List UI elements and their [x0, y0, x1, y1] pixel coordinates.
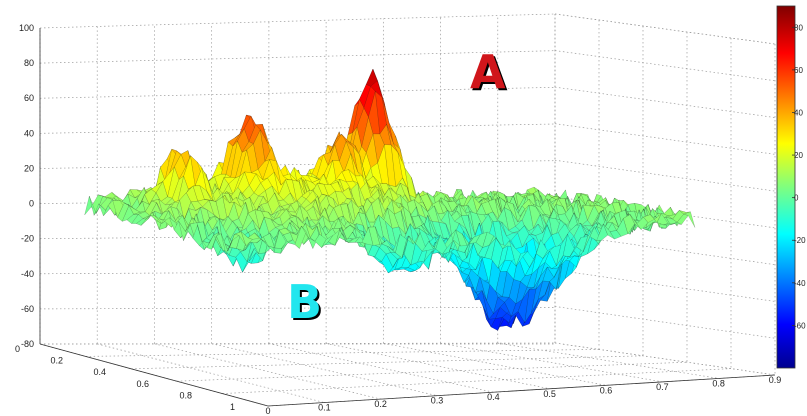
annotation-a: A: [470, 45, 506, 99]
z-tick-label: 0: [29, 199, 34, 209]
colorbar-tick-label: -20: [794, 236, 806, 245]
grid-line: [131, 355, 644, 370]
colorbar-tick-label: 0: [794, 194, 799, 203]
colorbar: 80 60 40 20 0 -20 -40 -60: [776, 5, 806, 369]
grid-line: [176, 361, 688, 382]
grid-line: [554, 123, 776, 155]
grid-line: [440, 342, 663, 383]
grid-line: [39, 50, 556, 64]
x-tick-label: 0.7: [656, 382, 669, 392]
z-tick-label: 60: [24, 93, 34, 103]
y-tick-label: 0.4: [93, 367, 106, 377]
annotation-shadow: A: [472, 47, 508, 101]
colorbar-tick-label: 20: [794, 151, 803, 160]
grid-line: [497, 342, 719, 379]
surface-mesh: [84, 68, 696, 331]
colorbar-gradient: [776, 5, 796, 369]
grid-line: [39, 342, 556, 345]
grid-line: [554, 50, 776, 82]
z-tick-label: 40: [24, 128, 34, 138]
annotation-b: B: [287, 275, 322, 329]
grid-line: [211, 343, 438, 397]
annotation-shadow: B: [289, 277, 324, 331]
grid-line: [554, 13, 776, 45]
grid-line: [39, 123, 556, 134]
grid-line: [554, 86, 776, 118]
grid-line: [554, 306, 776, 339]
x-tick-label: 0.2: [374, 399, 387, 409]
y-tick-label: 0.6: [136, 379, 149, 389]
x-tick-label: 0.4: [487, 392, 500, 402]
z-tick-label: 20: [24, 163, 34, 173]
x-tick-label: 0.3: [431, 396, 444, 406]
grid-line: [554, 269, 776, 302]
grid-line: [326, 343, 550, 390]
x-tick-label: 0.5: [543, 389, 556, 399]
y-tick-label: 0.2: [50, 356, 63, 366]
x-tick-label: 0.1: [318, 403, 331, 413]
z-tick-label: -40: [21, 269, 34, 279]
grid-line: [154, 343, 381, 400]
z-tick-label: -80: [21, 339, 34, 349]
colorbar-tick-label: 80: [794, 23, 803, 32]
grid-line: [554, 342, 776, 376]
x-tick-label: 0.8: [712, 378, 725, 388]
x-axis-line: [267, 374, 776, 407]
z-tick-label: 100: [19, 23, 34, 33]
z-tick-label: -60: [21, 304, 34, 314]
x-tick-label: 0.6: [600, 385, 613, 395]
grid-line: [554, 159, 776, 192]
grid-line: [39, 160, 556, 169]
z-tick-label: -20: [21, 234, 34, 244]
colorbar-tick-label: -60: [794, 321, 806, 330]
colorbar-tick-label: 40: [794, 108, 803, 117]
y-tick-label: 0: [15, 344, 20, 354]
grid-line: [39, 13, 556, 29]
colorbar-tick-label: 60: [794, 66, 803, 75]
y-tick-label: 1: [230, 402, 235, 412]
x-tick-label: 0.9: [769, 375, 782, 385]
grid-line: [85, 349, 600, 357]
grid-line: [39, 86, 556, 99]
z-tick-label: 80: [24, 58, 34, 68]
grid-line: [97, 343, 325, 403]
y-axis-line: [39, 343, 269, 407]
grid-line: [383, 342, 607, 386]
grid-line: [222, 368, 732, 394]
surface-patch: [683, 211, 696, 228]
grid-line: [268, 343, 494, 393]
colorbar-tick-label: -40: [794, 279, 806, 288]
y-tick-label: 0.8: [179, 390, 192, 400]
grid-line: [39, 306, 556, 310]
x-tick-label: 0: [265, 406, 270, 416]
